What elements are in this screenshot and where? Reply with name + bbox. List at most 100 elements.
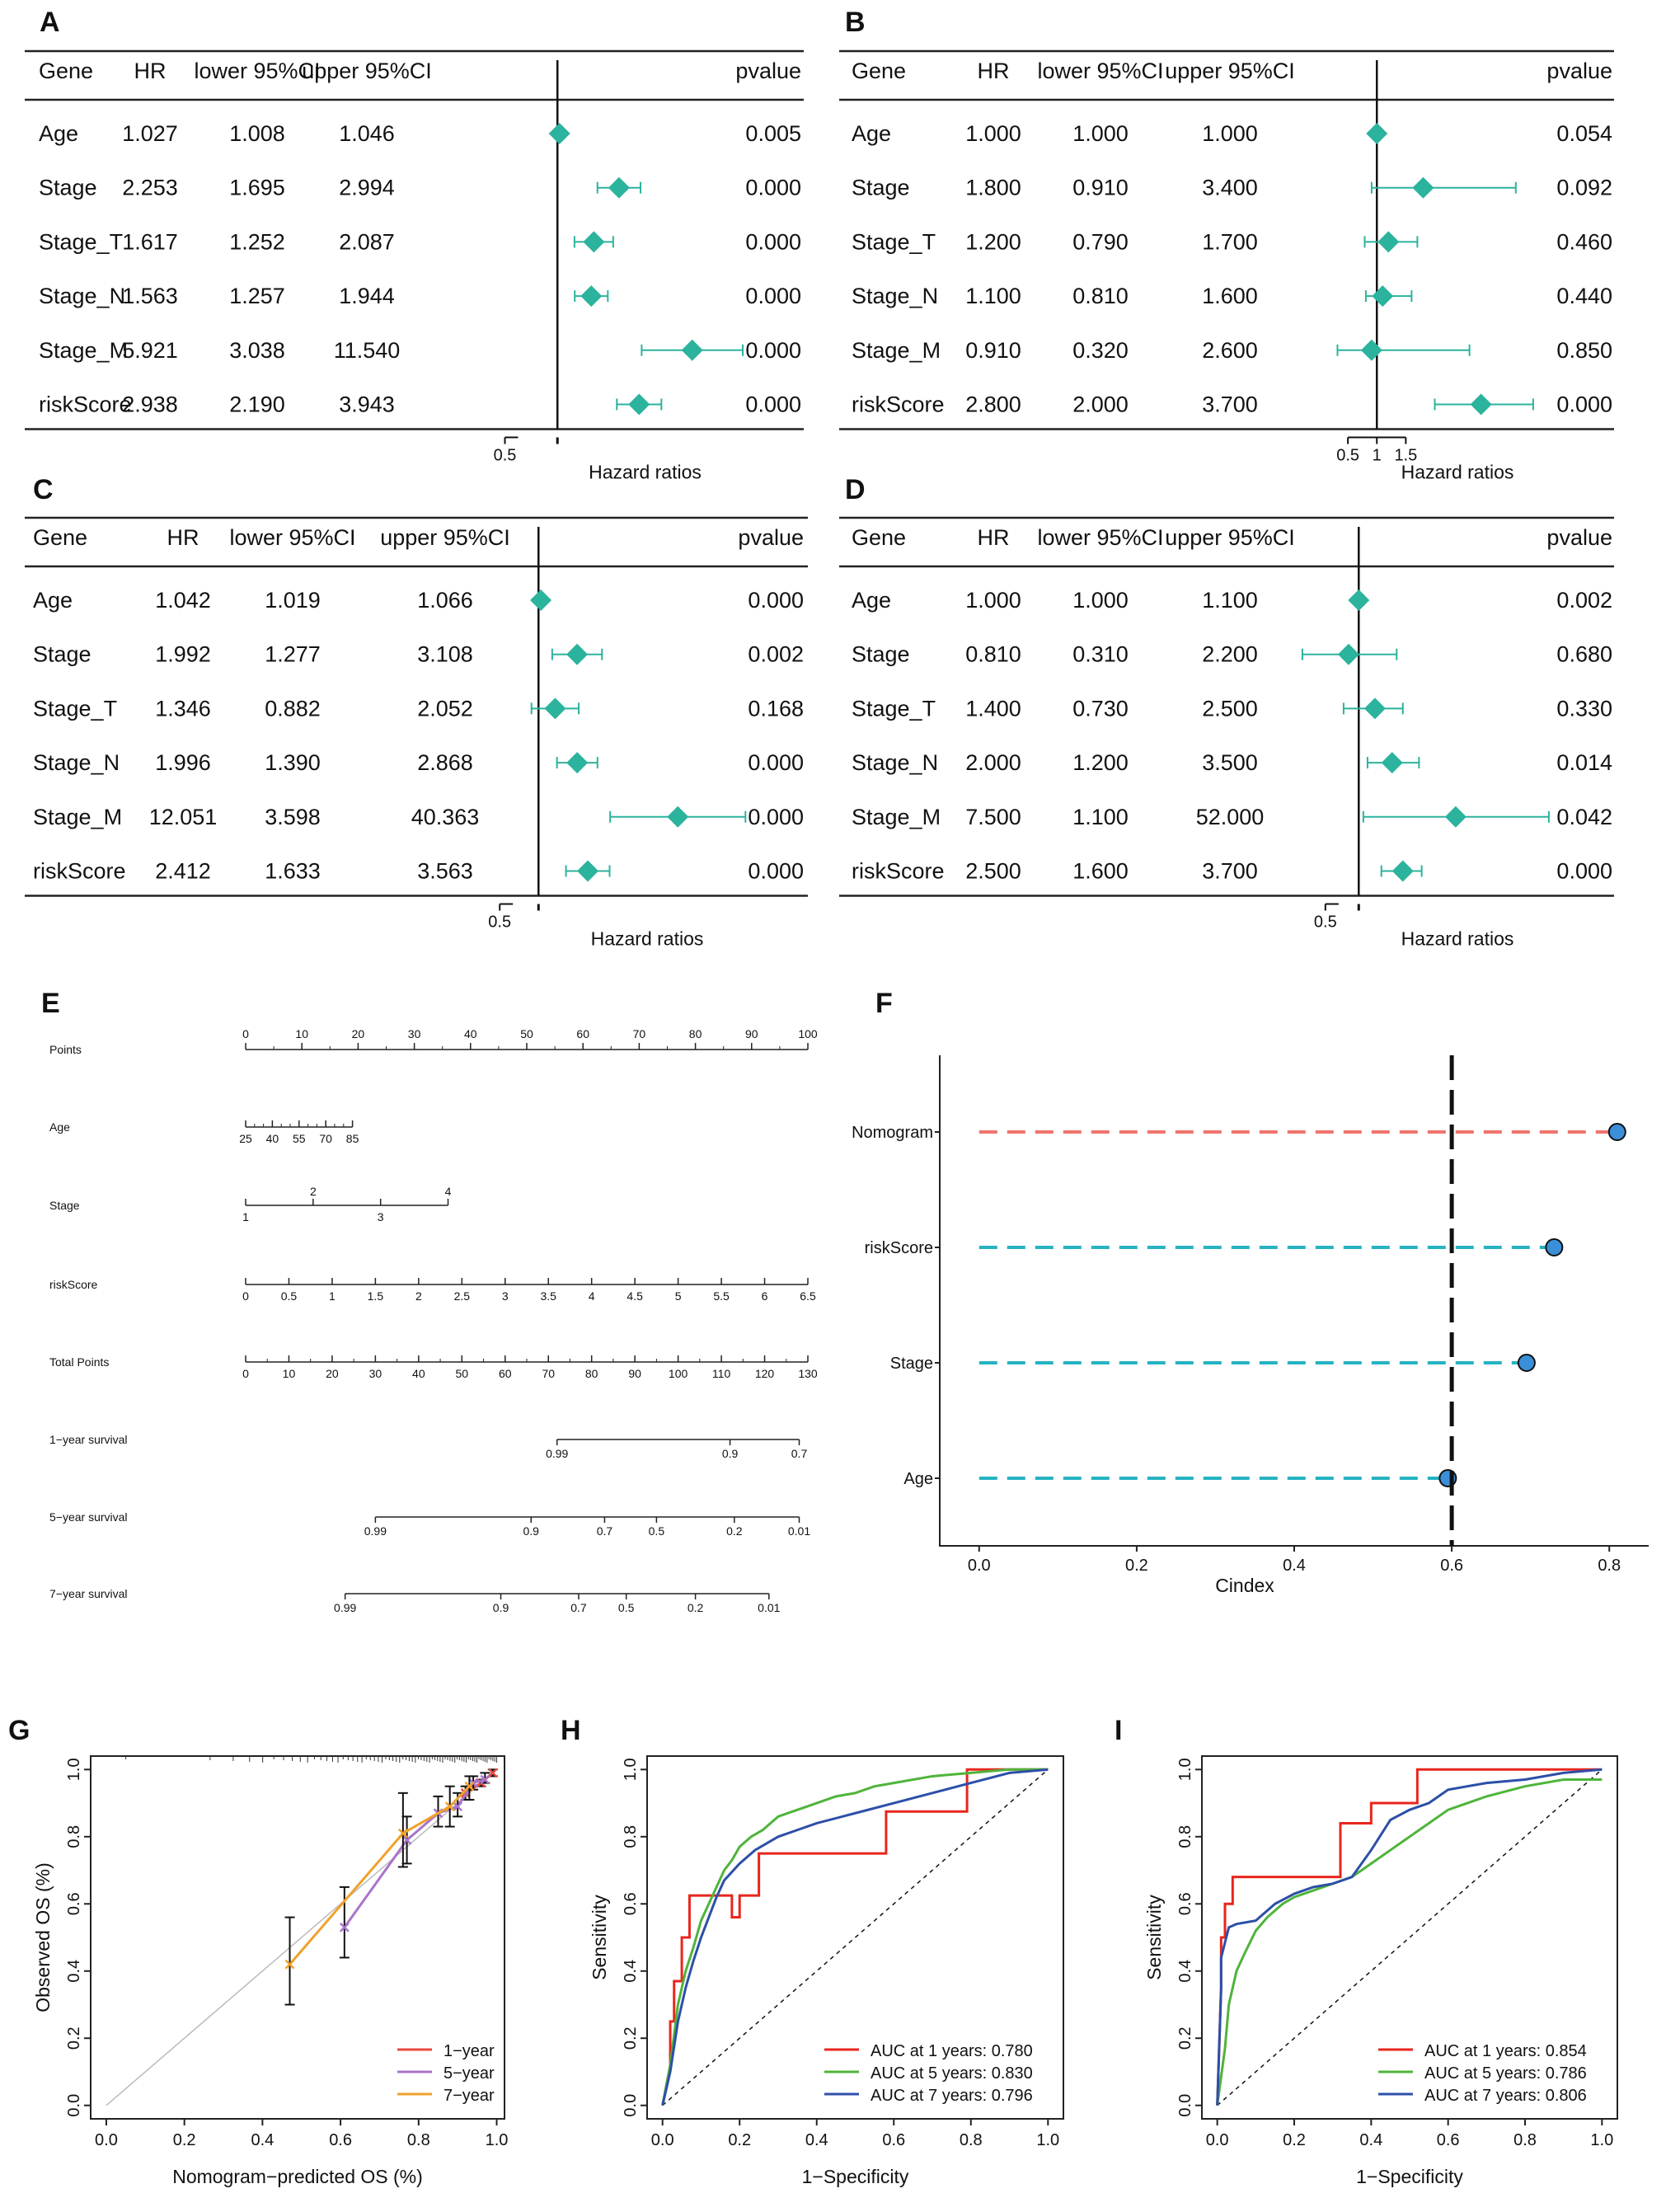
hr-diamond xyxy=(583,231,605,253)
legend-label: 1−year xyxy=(443,2042,495,2060)
table-cell: 1.992 xyxy=(155,642,211,667)
table-cell: 2.412 xyxy=(155,859,211,884)
y-tick-label: 0.0 xyxy=(1176,2094,1194,2117)
series-line xyxy=(661,1768,1049,2106)
nomogram-tick-label: 0 xyxy=(242,1289,249,1303)
table-cell: 0.850 xyxy=(1556,338,1612,363)
nomogram-tick-label: 5.5 xyxy=(713,1289,730,1303)
table-cell: 0.790 xyxy=(1072,229,1129,254)
category-label: Age xyxy=(903,1470,933,1488)
column-header: lower 95%CI xyxy=(194,59,320,83)
y-axis-title: Sensitivity xyxy=(1143,1895,1165,1980)
table-cell: 3.038 xyxy=(229,338,285,363)
table-cell: riskScore xyxy=(39,392,132,417)
legend-label: AUC at 1 years: 0.780 xyxy=(871,2042,1033,2060)
table-cell: 1.695 xyxy=(229,176,285,200)
nomogram-tick-label: 1.5 xyxy=(368,1289,384,1303)
table-cell: 0.000 xyxy=(748,805,804,829)
hr-diamond xyxy=(566,752,589,774)
data-point-marker xyxy=(487,1768,498,1778)
nomogram-tick-label: 4 xyxy=(589,1289,595,1303)
nomogram-tick-label: 40 xyxy=(464,1027,477,1040)
table-cell: 0.092 xyxy=(1556,176,1612,200)
panel-b-forest-table: Gene HR lower 95%CI upper 95%CI pvalue Age 1.0… xyxy=(839,49,1614,483)
x-tick-label: 0.5 xyxy=(488,913,511,932)
table-cell: 1.027 xyxy=(122,121,178,146)
table-cell: 1.046 xyxy=(339,121,395,146)
series-line xyxy=(1216,1768,1603,2106)
table-cell: Stage xyxy=(33,642,92,667)
table-cell: riskScore xyxy=(852,392,945,417)
table-cell: 2.600 xyxy=(1202,338,1258,363)
nomogram-tick-label: 70 xyxy=(633,1027,646,1040)
nomogram-tick-label: 120 xyxy=(755,1367,775,1380)
table-cell: riskScore xyxy=(33,859,126,884)
column-header: Gene xyxy=(33,525,87,550)
table-cell: 3.700 xyxy=(1202,859,1258,884)
nomogram-tick-label: 0.7 xyxy=(791,1447,808,1460)
table-cell: 1.100 xyxy=(1202,588,1258,613)
column-header: HR xyxy=(134,59,167,83)
x-tick-label: 0.2 xyxy=(728,2131,751,2149)
table-cell: 2.253 xyxy=(122,176,178,200)
table-cell: Stage_M xyxy=(852,338,941,363)
nomogram-tick-label: 80 xyxy=(585,1367,598,1380)
ideal-line xyxy=(106,1768,498,2106)
x-tick-label: 1.0 xyxy=(486,2131,509,2149)
table-cell: 1.633 xyxy=(265,859,321,884)
nomogram-tick-label: 0 xyxy=(242,1027,249,1040)
nomogram-tick-label: 40 xyxy=(412,1367,425,1380)
table-cell: 2.000 xyxy=(1072,392,1129,417)
nomogram-tick-label: 0.7 xyxy=(597,1524,613,1538)
x-tick-label: 0.2 xyxy=(1125,1557,1148,1575)
nomogram-tick-label: 6.5 xyxy=(800,1289,816,1303)
panel-g-calibration-plot: 0.0 0.0 0.2 0.2 0.4 0.4 0.6 0.6 0.8 0.8 1.0 1.0 Nomo… xyxy=(32,1755,509,2187)
hr-diamond xyxy=(1363,697,1386,720)
x-tick-label: 0.6 xyxy=(329,2131,352,2149)
table-cell: 0.002 xyxy=(1556,588,1612,613)
table-cell: 1.617 xyxy=(122,229,178,254)
nomogram-tick-label: 3.5 xyxy=(540,1289,556,1303)
plot-frame xyxy=(939,1055,1649,1547)
hr-diamond xyxy=(548,123,570,144)
hr-diamond xyxy=(1360,339,1382,361)
x-tick-label: 0.4 xyxy=(805,2131,828,2149)
x-axis-title: Hazard ratios xyxy=(591,928,704,950)
nomogram-tick-label: 60 xyxy=(576,1027,589,1040)
table-cell: riskScore xyxy=(852,859,945,884)
nomogram-row-label: 7−year survival xyxy=(49,1587,128,1600)
table-cell: 3.598 xyxy=(265,805,321,829)
nomogram-tick-label: 130 xyxy=(798,1367,818,1380)
table-cell: Stage_N xyxy=(852,284,938,308)
x-tick-label: 0.0 xyxy=(651,2131,674,2149)
nomogram-tick-label: 5 xyxy=(675,1289,682,1303)
x-tick-label: 1.5 xyxy=(1394,447,1417,465)
data-point-marker xyxy=(397,1828,408,1839)
table-cell: 3.700 xyxy=(1202,392,1258,417)
hr-diamond xyxy=(1377,231,1400,253)
table-cell: 1.200 xyxy=(965,229,1021,254)
x-tick-label: 1.0 xyxy=(1590,2131,1613,2149)
table-cell: 1.066 xyxy=(417,588,473,613)
table-cell: Stage_N xyxy=(852,750,938,775)
table-cell: 1.000 xyxy=(965,588,1021,613)
panel-h-roc-plot: 0.0 0.0 0.2 0.2 0.4 0.4 0.6 0.6 0.8 0.8 1.0 1.0 1−Sp… xyxy=(589,1755,1064,2187)
y-tick-label: 1.0 xyxy=(65,1758,83,1781)
nomogram-tick-label: 0.99 xyxy=(364,1524,387,1538)
table-cell: 2.087 xyxy=(339,229,395,254)
table-cell: 52.000 xyxy=(1196,805,1265,829)
x-tick-label: 0.8 xyxy=(1513,2131,1537,2149)
table-cell: 0.000 xyxy=(748,588,804,613)
nomogram-row-label: Total Points xyxy=(49,1355,109,1369)
table-cell: Stage_N xyxy=(33,750,120,775)
table-cell: Age xyxy=(852,121,891,146)
table-cell: 1.100 xyxy=(1072,805,1129,829)
table-cell: 1.042 xyxy=(155,588,211,613)
hr-diamond xyxy=(544,697,566,720)
x-tick-label: 0.2 xyxy=(173,2131,196,2149)
x-axis-title: Cindex xyxy=(1215,1575,1274,1596)
hr-diamond xyxy=(530,589,552,611)
x-tick-label: 0.8 xyxy=(407,2131,430,2149)
column-header: pvalue xyxy=(735,59,801,83)
